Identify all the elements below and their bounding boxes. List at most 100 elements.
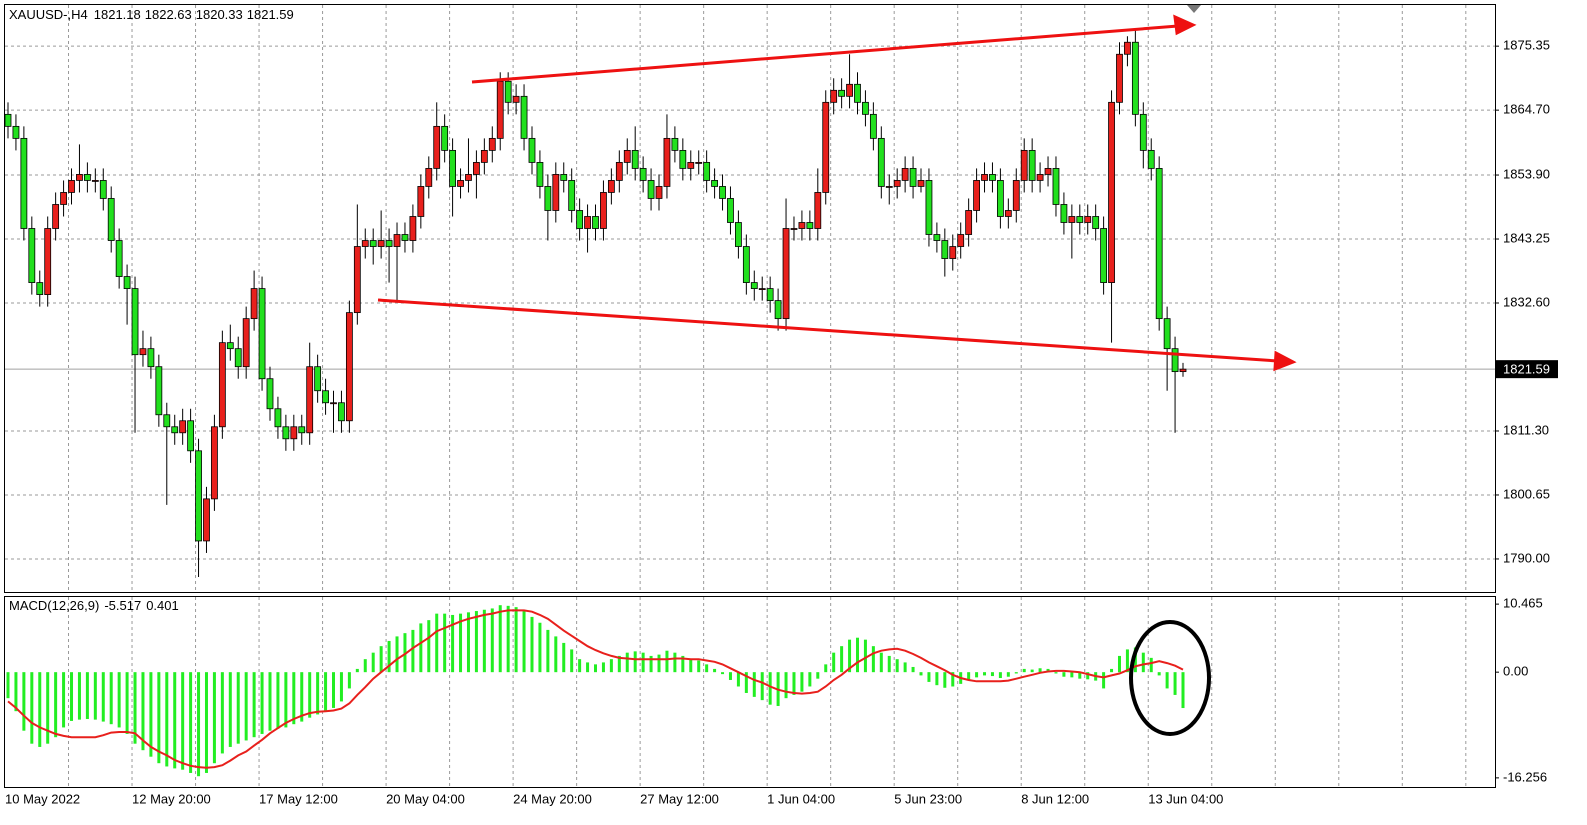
candle-body: [242, 318, 250, 368]
price-pane-frame: [4, 4, 1496, 593]
macd-title: MACD(12,26,9): [9, 598, 99, 613]
histogram-bar: [276, 672, 280, 729]
candle-body: [377, 240, 385, 247]
candle-body: [258, 288, 266, 380]
candle-body: [735, 222, 742, 247]
candle-body: [846, 83, 853, 97]
candle-body: [949, 246, 957, 259]
histogram-bar: [379, 646, 383, 673]
candle-body: [917, 180, 925, 187]
candle-body: [568, 180, 576, 211]
histogram-bar: [46, 672, 50, 744]
histogram-bar: [339, 672, 343, 702]
candle-body: [631, 149, 639, 169]
histogram-bar: [284, 672, 288, 728]
histogram-bar: [1054, 672, 1058, 674]
histogram-bar: [744, 672, 748, 693]
histogram-bar: [482, 609, 486, 673]
histogram-bar: [490, 608, 494, 673]
histogram-bar: [855, 637, 859, 673]
candle-body: [314, 366, 322, 392]
candle-body: [1131, 41, 1139, 115]
histogram-bar: [85, 672, 89, 719]
histogram-bar: [760, 672, 764, 701]
histogram-bar: [403, 633, 407, 673]
histogram-bar: [609, 659, 613, 673]
histogram-bar: [204, 672, 208, 773]
candle-body: [449, 149, 456, 187]
histogram-bar: [292, 672, 296, 725]
candle-body: [123, 276, 131, 289]
candle-body: [433, 125, 441, 169]
histogram-bar: [125, 672, 129, 734]
histogram-bar: [625, 652, 629, 673]
histogram-bar: [1133, 647, 1137, 673]
histogram-bar: [1078, 672, 1082, 679]
candle-body: [330, 402, 337, 405]
candle-body: [901, 168, 909, 181]
histogram-bar: [268, 672, 272, 731]
candle-body: [679, 149, 687, 169]
histogram-bar: [998, 672, 1002, 679]
histogram-bar: [347, 672, 351, 689]
histogram-bar: [736, 672, 740, 687]
candle-body: [1084, 216, 1092, 223]
histogram-bar: [871, 646, 875, 673]
x-tick-label: 5 Jun 23:00: [894, 791, 962, 806]
histogram-bar: [792, 672, 796, 695]
candle-body: [742, 246, 750, 283]
histogram-bar: [562, 642, 566, 673]
histogram-bar: [6, 672, 10, 699]
histogram-bar: [157, 672, 161, 764]
candle-body: [1012, 180, 1020, 211]
histogram-bar: [355, 668, 359, 673]
candle-body: [20, 137, 28, 229]
histogram-bar: [149, 672, 153, 757]
histogram-bar: [633, 651, 637, 673]
candle-body: [766, 288, 774, 302]
histogram-bar: [530, 616, 534, 673]
candle-body: [925, 180, 933, 235]
candle-body: [584, 216, 591, 229]
y-tick-label: -16.256: [1503, 769, 1547, 784]
candle-body: [361, 240, 369, 247]
histogram-bar: [840, 646, 844, 673]
candle-body: [1020, 149, 1028, 181]
last-low: 1820.33: [196, 7, 243, 22]
histogram-bar: [554, 636, 558, 673]
histogram-bar: [514, 607, 518, 673]
y-tick-label: 1875.35: [1503, 38, 1550, 53]
candle-body: [814, 192, 822, 229]
y-tick-label: 1832.60: [1503, 294, 1550, 309]
histogram-bar: [975, 672, 979, 678]
candle-body: [933, 234, 941, 241]
y-tick-label: 1843.25: [1503, 230, 1550, 245]
histogram-bar: [1030, 669, 1034, 673]
candle-body: [996, 180, 1004, 217]
candle-body: [544, 186, 552, 211]
histogram-bar: [800, 672, 804, 692]
candle-body: [758, 288, 766, 290]
histogram-bar: [951, 672, 955, 687]
histogram-bar: [594, 664, 597, 673]
histogram-bar: [927, 672, 931, 682]
histogram-bar: [943, 672, 947, 688]
candle-body: [1092, 216, 1100, 229]
y-tick-label: 10.465: [1503, 596, 1543, 611]
histogram-bar: [1102, 672, 1106, 689]
candle-body: [600, 192, 607, 229]
histogram-bar: [451, 614, 455, 673]
candle-body: [1108, 101, 1115, 283]
candle-body: [576, 210, 584, 229]
histogram-bar: [752, 672, 756, 697]
candle-body: [480, 149, 488, 163]
candle-body: [1124, 41, 1131, 55]
last-signal: 0.401: [146, 598, 179, 613]
histogram-bar: [260, 672, 264, 734]
candle-body: [211, 426, 218, 500]
histogram-bar: [244, 672, 248, 741]
histogram-bar: [1181, 672, 1185, 709]
histogram-bar: [212, 672, 216, 764]
candle-body: [615, 162, 623, 181]
